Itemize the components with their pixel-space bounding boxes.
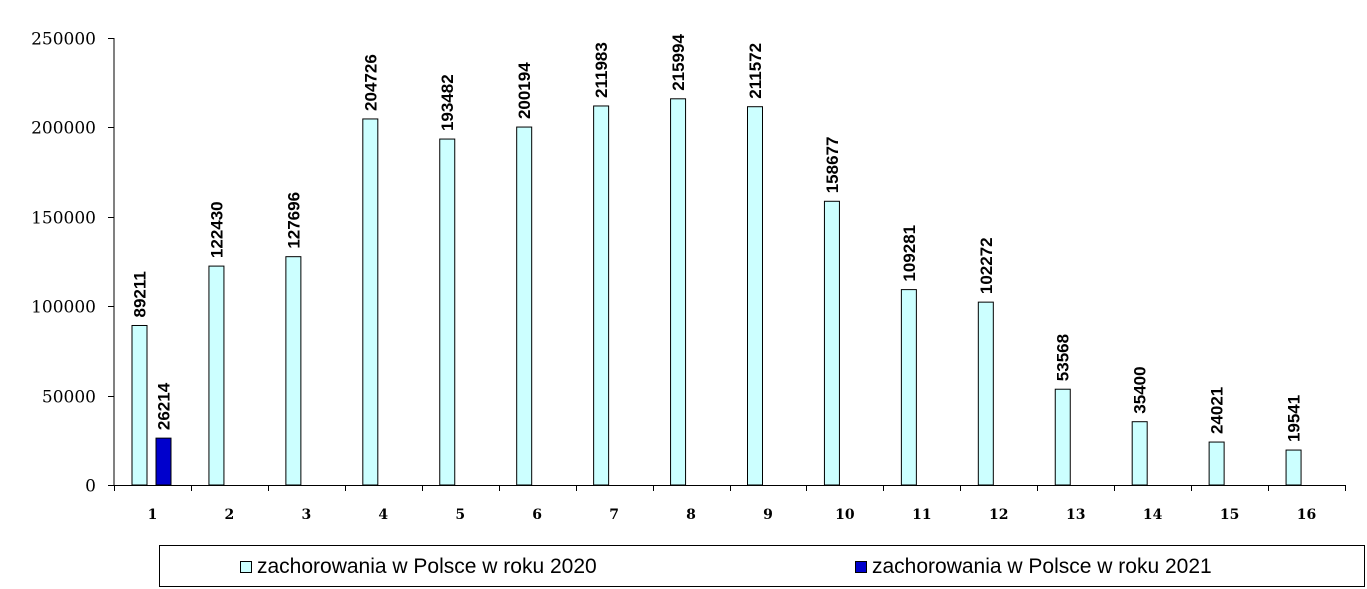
x-tick-label: 2 (225, 507, 235, 523)
x-tick-label: 6 (532, 507, 542, 523)
x-tick-label: 12 (989, 507, 1008, 523)
bar-2020 (208, 265, 225, 486)
data-label: 24021 (1208, 387, 1227, 434)
y-tick-label: 100000 (31, 298, 96, 318)
x-tick-label: 9 (763, 507, 773, 523)
data-label: 109281 (900, 225, 919, 282)
bar-2020 (1131, 421, 1148, 486)
x-tick-label: 10 (835, 507, 855, 523)
y-tick-label: 150000 (31, 209, 96, 229)
data-label: 215994 (669, 34, 688, 91)
data-label: 200194 (515, 62, 534, 119)
bars (131, 98, 1302, 486)
y-axis: 0 50000 100000 150000 200000 250000 (31, 30, 115, 497)
x-tick-label: 5 (455, 507, 465, 523)
bar-2020 (131, 324, 148, 486)
legend-item-2021: zachorowania w Polsce w roku 2021 (855, 555, 1212, 579)
y-tick-label: 50000 (42, 388, 96, 408)
bar-2020 (362, 118, 379, 486)
data-label: 35400 (1131, 366, 1150, 413)
data-label: 158677 (823, 137, 842, 194)
legend-item-2020: zachorowania w Polsce w roku 2020 (240, 555, 597, 579)
legend-swatch-2021 (855, 561, 867, 573)
x-tick-label: 15 (1220, 507, 1239, 523)
data-labels: 89211 122430 127696 204726 193482 200194 21198… (131, 34, 1304, 443)
data-label: 211572 (746, 43, 765, 99)
x-tick-label: 4 (378, 507, 388, 523)
x-tick-label: 7 (609, 507, 619, 523)
bar-2020 (593, 105, 610, 486)
legend: zachorowania w Polsce w roku 2020 zachor… (159, 545, 1365, 587)
bar-2020 (285, 256, 302, 486)
bar-2020 (900, 289, 917, 486)
data-label: 19541 (1285, 395, 1304, 442)
bar-2020 (516, 126, 533, 486)
data-label: 89211 (131, 271, 150, 317)
x-tick-label: 11 (912, 507, 931, 523)
data-label: 26214 (155, 382, 174, 430)
x-tick-label: 13 (1066, 507, 1085, 523)
bar-2020 (1208, 441, 1225, 486)
data-label: 211983 (592, 42, 611, 98)
x-tick-label: 14 (1143, 507, 1163, 523)
bar-2020 (439, 138, 456, 486)
y-tick-label: 200000 (31, 119, 96, 139)
bar-2020 (1285, 449, 1302, 486)
x-tick-label: 3 (301, 507, 311, 523)
data-label: 193482 (438, 74, 457, 131)
bar-2020 (1054, 388, 1071, 486)
x-tick-label: 1 (148, 507, 158, 523)
bar-2021 (155, 437, 172, 486)
legend-label-2020: zachorowania w Polsce w roku 2020 (257, 555, 597, 578)
x-tick-label: 16 (1297, 507, 1316, 523)
data-label: 122430 (207, 201, 226, 258)
y-tick-label: 250000 (31, 30, 96, 50)
data-label: 204726 (361, 54, 380, 111)
legend-swatch-2020 (240, 561, 252, 573)
x-tick-label: 8 (686, 507, 696, 523)
bar-2020 (977, 301, 994, 486)
data-label: 53568 (1054, 334, 1073, 381)
bar-2020 (747, 106, 763, 486)
data-label: 102272 (977, 237, 996, 294)
y-tick-label: 0 (85, 477, 96, 497)
data-label: 127696 (284, 192, 303, 249)
x-axis: 1 2 3 4 5 6 7 8 9 10 11 12 13 14 15 16 (114, 485, 1346, 523)
bar-2020 (670, 98, 687, 486)
bar-2020 (823, 200, 840, 486)
legend-label-2021: zachorowania w Polsce w roku 2021 (872, 555, 1212, 578)
